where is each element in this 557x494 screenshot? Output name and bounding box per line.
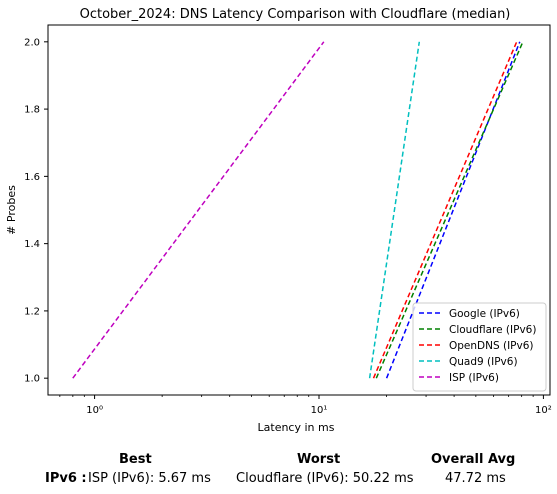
legend-label: Google (IPv6) <box>449 308 520 320</box>
summary-header-overall: Overall Avg <box>431 452 516 467</box>
y-axis-label: # Probes <box>5 185 18 235</box>
series-line <box>72 41 325 379</box>
y-tick-label: 1.4 <box>24 239 40 250</box>
summary-best-value: ISP (IPv6): 5.67 ms <box>88 471 211 486</box>
y-tick-label: 2.0 <box>24 37 40 48</box>
y-tick-label: 1.0 <box>24 374 40 385</box>
plot-frame <box>47 24 551 396</box>
summary-header-worst: Worst <box>297 452 341 467</box>
y-tick-label: 1.2 <box>24 306 40 317</box>
summary-overall-value: 47.72 ms <box>445 471 506 486</box>
y-tick-label: 1.6 <box>24 172 40 183</box>
y-tick-label: 1.8 <box>24 105 40 116</box>
summary-header-best: Best <box>119 452 152 467</box>
legend-box <box>412 302 547 392</box>
legend-label: ISP (IPv6) <box>449 372 499 384</box>
series-line <box>368 41 421 379</box>
axis-ticks: 10⁰ 10¹ 10² 1.0 1.2 1.4 1.6 1.8 2.0 <box>24 37 552 416</box>
series-line <box>375 41 524 379</box>
legend-label: OpenDNS (IPv6) <box>449 340 534 352</box>
legend: Google (IPv6) Cloudflare (IPv6) OpenDNS (I… <box>412 302 547 392</box>
chart-title: October_2024: DNS Latency Comparison wit… <box>80 7 511 22</box>
x-tick-label: 10¹ <box>311 405 328 416</box>
series-line <box>372 41 518 379</box>
legend-label: Cloudflare (IPv6) <box>449 324 536 336</box>
x-axis-label: Latency in ms <box>258 421 335 434</box>
summary-row-label: IPv6 : <box>45 471 87 486</box>
summary-worst-value: Cloudflare (IPv6): 50.22 ms <box>236 471 414 486</box>
legend-label: Quad9 (IPv6) <box>449 356 518 368</box>
x-tick-label: 10² <box>535 405 552 416</box>
series-lines <box>72 41 524 379</box>
series-line <box>385 41 521 379</box>
latency-chart: October_2024: DNS Latency Comparison wit… <box>5 7 552 434</box>
x-tick-label: 10⁰ <box>86 405 103 416</box>
